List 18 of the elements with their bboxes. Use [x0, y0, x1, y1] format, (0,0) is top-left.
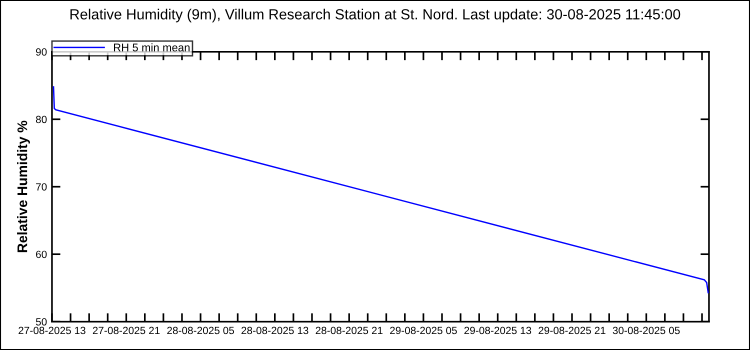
x-tick-label: 27-08-2025 21 — [92, 326, 160, 334]
x-tick-label: 29-08-2025 13 — [464, 326, 532, 334]
x-tick-label: 27-08-2025 13 — [18, 326, 86, 334]
y-tick-label: 60 — [36, 250, 47, 258]
y-tick-label: 50 — [36, 318, 47, 326]
x-tick-label: 29-08-2025 21 — [538, 326, 606, 334]
x-tick-label: 28-08-2025 21 — [316, 326, 383, 334]
chart-title: Relative Humidity (9m), Villum Research Station at St. Nord. Last update: 30-08-2025 11:45:00 — [70, 8, 680, 22]
x-tick-label: 28-08-2025 13 — [241, 326, 308, 334]
y-axis-title: Relative Humidity % — [17, 120, 30, 252]
x-tick-label: 29-08-2025 05 — [390, 326, 457, 334]
y-tick-label: 90 — [36, 48, 47, 56]
legend-label: RH 5 min mean — [114, 43, 190, 52]
line-series — [52, 86, 709, 294]
x-tick-label: 28-08-2025 05 — [167, 326, 234, 334]
y-tick-label: 70 — [36, 183, 47, 191]
x-tick-label: 30-08-2025 05 — [612, 326, 680, 334]
y-tick-label: 80 — [36, 116, 47, 124]
